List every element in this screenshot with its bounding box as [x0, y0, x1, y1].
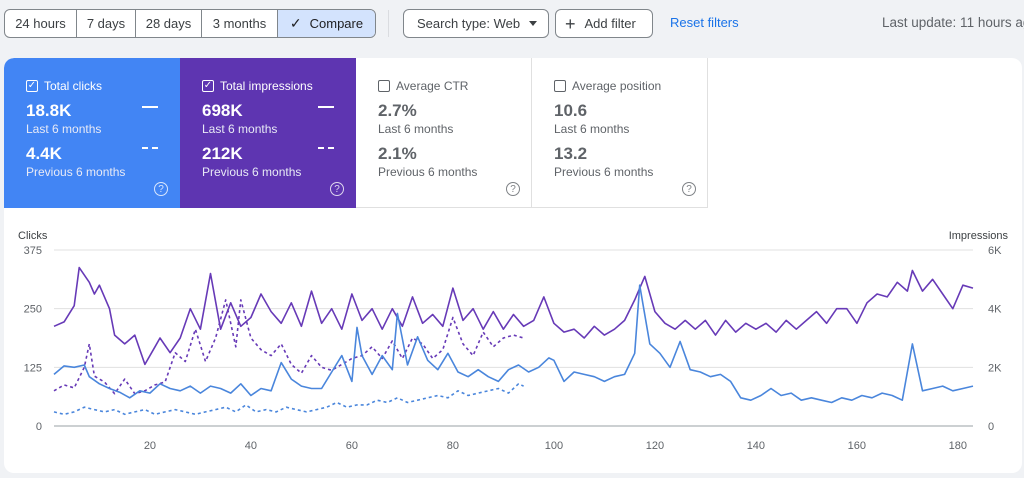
x-tick-label: 160 — [848, 440, 866, 452]
performance-chart: Clicks Impressions 375 6K 250 4K 125 2K 0 0 20 40 60… — [4, 208, 1022, 473]
x-tick-label: 120 — [646, 440, 664, 452]
search-type-dropdown[interactable]: Search type: Web — [403, 9, 549, 38]
help-icon[interactable]: ? — [154, 182, 168, 196]
x-tick-label: 100 — [545, 440, 563, 452]
range-24-hours[interactable]: 24 hours — [15, 16, 66, 31]
metric-card-total-impressions[interactable]: ✓ Total impressions 698K Last 6 months 21… — [180, 58, 356, 208]
metric-previous-value: 4.4K — [26, 144, 62, 163]
metric-current-value: 10.6 — [554, 101, 588, 120]
metric-current-period: Last 6 months — [26, 122, 102, 136]
metric-label: Total clicks — [44, 79, 103, 93]
metric-cards: ✓ Total clicks 18.8K Last 6 months 4.4K P… — [4, 58, 1022, 208]
dashed-line-legend-icon — [318, 147, 334, 149]
metric-previous-period: Previous 6 months — [378, 165, 478, 179]
y-tick-label-right: 6K — [988, 245, 1002, 257]
x-tick-label: 140 — [747, 440, 765, 452]
metric-previous-period: Previous 6 months — [202, 165, 302, 179]
metric-previous-period: Previous 6 months — [26, 165, 126, 179]
metric-label: Average position — [572, 79, 662, 93]
range-3-months[interactable]: 3 months — [201, 10, 277, 37]
x-tick-label: 20 — [144, 440, 156, 452]
last-update-text: Last update: 11 hours ag — [882, 15, 1024, 30]
performance-chart-svg: Clicks Impressions 375 6K 250 4K 125 2K 0 0 20 40 60… — [18, 230, 1009, 452]
metric-card-total-clicks[interactable]: ✓ Total clicks 18.8K Last 6 months 4.4K P… — [4, 58, 180, 208]
checkbox-checked-icon[interactable]: ✓ — [202, 80, 214, 92]
metric-previous-value: 2.1% — [378, 144, 417, 163]
y-axis-left-title: Clicks — [18, 230, 48, 242]
help-icon[interactable]: ? — [506, 182, 520, 196]
checkbox-checked-icon[interactable]: ✓ — [26, 80, 38, 92]
metric-current-value: 18.8K — [26, 101, 72, 120]
dropdown-caret-icon — [529, 21, 538, 26]
x-tick-label: 80 — [447, 440, 459, 452]
series-line-clicks-previous — [53, 383, 524, 416]
series-line-clicks-current — [53, 284, 974, 404]
x-tick-label: 40 — [245, 440, 257, 452]
plus-icon: + — [565, 13, 576, 34]
metric-current-value: 698K — [202, 101, 243, 120]
metric-label: Total impressions — [220, 79, 313, 93]
metric-previous-value: 212K — [202, 144, 243, 163]
toolbar-divider — [388, 10, 389, 37]
metric-current-period: Last 6 months — [202, 122, 278, 136]
checkmark-icon: ✓ — [289, 15, 302, 31]
help-icon[interactable]: ? — [330, 182, 344, 196]
y-tick-label-left: 250 — [24, 304, 42, 316]
y-tick-label-left: 125 — [24, 362, 42, 374]
help-icon[interactable]: ? — [682, 182, 696, 196]
metric-card-average-ctr[interactable]: Average CTR 2.7% Last 6 months 2.1% Prev… — [356, 58, 532, 208]
range-28-days[interactable]: 28 days — [135, 10, 201, 37]
series-line-impressions-previous — [53, 299, 524, 395]
metric-current-period: Last 6 months — [554, 122, 630, 136]
y-tick-label-right: 4K — [988, 304, 1002, 316]
checkbox-unchecked-icon[interactable] — [378, 80, 390, 92]
date-range-selector: 24 hours 7 days 28 days 3 months ✓ Compar… — [4, 9, 376, 38]
x-tick-label: 60 — [346, 440, 358, 452]
solid-line-legend-icon — [318, 106, 334, 108]
metric-current-period: Last 6 months — [378, 122, 454, 136]
y-axis-right-title: Impressions — [949, 230, 1009, 242]
range-compare[interactable]: ✓ Compare — [277, 10, 375, 37]
metric-card-average-position[interactable]: Average position 10.6 Last 6 months 13.2… — [532, 58, 708, 208]
y-tick-label-right: 0 — [988, 421, 994, 433]
dashed-line-legend-icon — [142, 147, 158, 149]
toolbar: 24 hours 7 days 28 days 3 months ✓ Compar… — [0, 0, 1024, 46]
metric-previous-value: 13.2 — [554, 144, 588, 163]
y-tick-label-left: 375 — [24, 245, 42, 257]
x-tick-label: 180 — [949, 440, 967, 452]
metric-previous-period: Previous 6 months — [554, 165, 654, 179]
add-filter-button[interactable]: + Add filter — [555, 9, 653, 38]
metric-label: Average CTR — [396, 79, 469, 93]
metric-current-value: 2.7% — [378, 101, 417, 120]
series-line-impressions-current — [53, 266, 974, 366]
checkbox-unchecked-icon[interactable] — [554, 80, 566, 92]
reset-filters-link[interactable]: Reset filters — [670, 15, 739, 30]
solid-line-legend-icon — [142, 106, 158, 108]
y-tick-label-right: 2K — [988, 362, 1002, 374]
range-7-days[interactable]: 7 days — [76, 10, 135, 37]
y-tick-label-left: 0 — [36, 421, 42, 433]
